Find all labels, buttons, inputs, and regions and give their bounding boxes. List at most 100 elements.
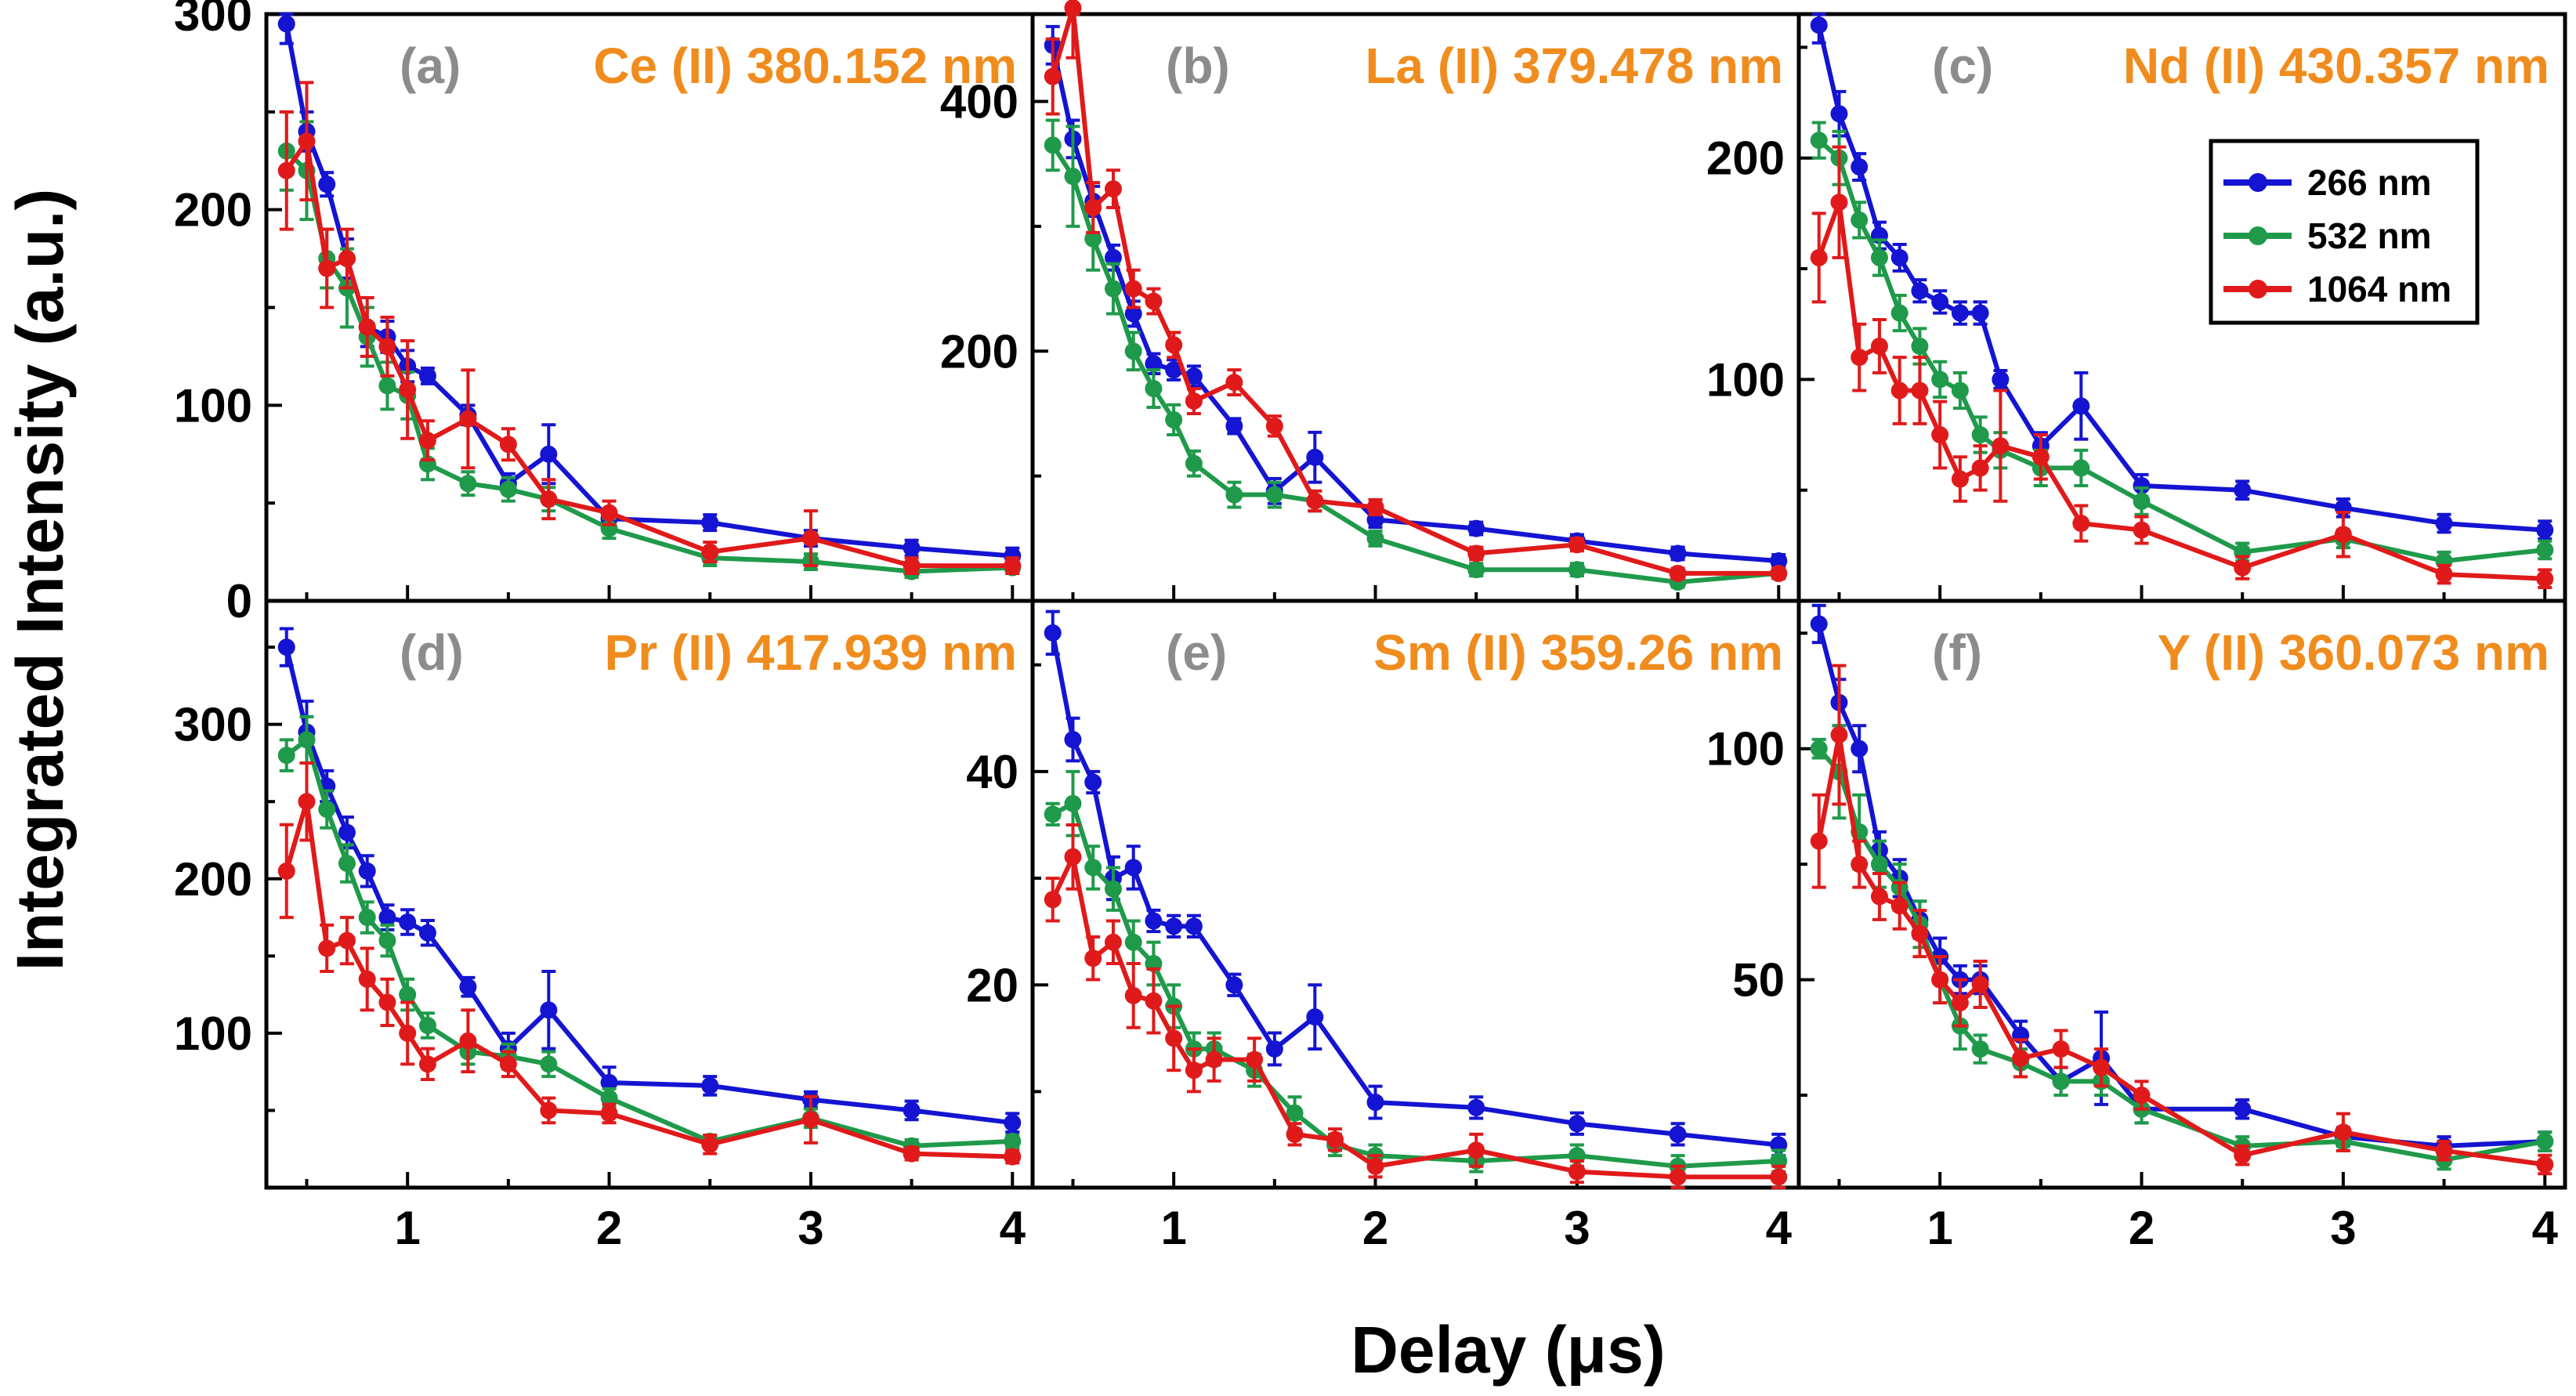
panel-letter-c: (c) <box>1932 38 1993 94</box>
series-1064-e <box>1044 823 1788 1189</box>
panel-letter-a: (a) <box>400 38 461 94</box>
data-point-266-e <box>1084 773 1102 791</box>
data-point-1064-c <box>2133 521 2151 539</box>
data-point-266-a <box>540 445 558 463</box>
panel-frame-b <box>1030 12 1801 603</box>
data-point-532-b <box>1225 486 1243 504</box>
panel-title-a: Ce (II) 380.152 nm <box>593 38 1017 94</box>
data-point-1064-d <box>1004 1148 1022 1166</box>
data-point-532-f <box>2052 1072 2070 1090</box>
data-point-1064-a <box>701 543 719 561</box>
data-point-266-e <box>1145 912 1163 930</box>
data-point-532-b <box>1044 136 1062 154</box>
x-tick-label-e: 3 <box>1564 1202 1590 1254</box>
panel-frame-a <box>264 12 1035 603</box>
series-1064-b <box>1044 0 1788 582</box>
data-point-532-c <box>1890 304 1908 322</box>
data-point-1064-c <box>1851 349 1869 367</box>
data-point-532-e <box>1104 880 1122 898</box>
data-point-266-e <box>1306 1008 1324 1026</box>
data-point-1064-f <box>2012 1049 2030 1067</box>
data-point-1064-f <box>1931 971 1949 989</box>
data-point-532-b <box>1104 280 1122 298</box>
data-point-266-e <box>1044 624 1062 642</box>
series-266-d <box>277 627 1022 1134</box>
data-point-1064-e <box>1669 1168 1687 1186</box>
data-point-1064-c <box>1870 337 1888 355</box>
legend-entry-1064: 1064 nm <box>2223 269 2451 309</box>
panel-a: 0 100 200 300 (a) Ce (II) 380.152 nm <box>174 0 1035 627</box>
data-point-266-b <box>1225 417 1243 435</box>
data-point-266-b <box>1124 305 1142 323</box>
data-point-266-c <box>1911 282 1929 300</box>
data-point-532-c <box>2072 459 2090 477</box>
data-point-1064-b <box>1145 292 1163 310</box>
data-point-1064-f <box>2234 1146 2252 1164</box>
legend-label-266: 266 nm <box>2307 162 2432 203</box>
data-point-266-d <box>701 1076 719 1094</box>
data-point-266-f <box>1851 740 1869 758</box>
data-point-1064-c <box>2234 559 2252 577</box>
series-line-1064-a <box>284 139 1013 569</box>
data-point-266-a <box>903 539 921 557</box>
y-tick-label-d: 200 <box>174 853 252 906</box>
data-point-532-e <box>1084 859 1102 877</box>
data-point-1064-e <box>1104 933 1122 951</box>
data-point-1064-b <box>1568 536 1586 554</box>
data-point-1064-f <box>1911 924 1929 942</box>
data-point-1064-a <box>378 338 396 356</box>
data-point-1064-f <box>1810 832 1828 850</box>
x-tick-label-f: 1 <box>1927 1202 1952 1254</box>
data-point-1064-f <box>2133 1087 2151 1105</box>
data-point-532-e <box>1044 805 1062 823</box>
data-point-1064-f <box>2334 1123 2352 1141</box>
y-tick-label-c: 100 <box>1706 353 1785 406</box>
data-point-532-b <box>1145 380 1163 398</box>
data-point-1064-d <box>378 993 396 1011</box>
data-point-266-d <box>277 638 295 656</box>
data-point-532-d <box>277 747 295 765</box>
data-point-1064-d <box>338 931 356 949</box>
series-line-266-f <box>1816 623 2545 1148</box>
data-point-532-c <box>2133 492 2151 510</box>
data-point-266-e <box>1669 1125 1687 1143</box>
data-point-532-e <box>1124 933 1142 951</box>
data-point-1064-a <box>499 436 517 454</box>
data-point-532-d <box>298 731 316 749</box>
data-point-1064-d <box>801 1111 819 1129</box>
data-point-1064-d <box>358 970 376 988</box>
data-point-532-e <box>1064 794 1082 812</box>
data-point-1064-e <box>1064 848 1082 866</box>
data-point-266-c <box>1971 304 1989 322</box>
data-point-1064-b <box>1064 0 1082 17</box>
data-point-266-c <box>1830 105 1848 123</box>
data-point-532-c <box>1911 337 1929 355</box>
data-point-266-d <box>399 913 417 931</box>
data-point-1064-f <box>1951 994 1969 1012</box>
data-point-266-e <box>1225 976 1243 994</box>
data-point-1064-a <box>418 432 436 450</box>
data-point-1064-c <box>1830 193 1848 212</box>
data-point-1064-d <box>459 1032 477 1050</box>
data-point-1064-c <box>1951 470 1969 488</box>
data-point-532-c <box>1810 132 1828 150</box>
data-point-1064-e <box>1044 891 1062 909</box>
data-point-1064-e <box>1568 1163 1586 1181</box>
y-tick-label-a: 0 <box>226 575 252 627</box>
data-point-1064-c <box>2435 566 2453 584</box>
data-point-266-c <box>2072 397 2090 415</box>
y-tick-label-d: 300 <box>174 699 252 751</box>
data-point-532-b <box>1064 168 1082 186</box>
series-line-266-e <box>1050 632 1779 1148</box>
x-tick-label-d: 2 <box>596 1202 622 1254</box>
data-point-532-a <box>459 475 477 493</box>
data-point-266-b <box>1467 519 1485 537</box>
data-point-1064-e <box>1246 1051 1264 1069</box>
data-point-1064-f <box>1971 975 1989 993</box>
y-tick-label-a: 200 <box>174 184 252 237</box>
data-point-1064-a <box>903 557 921 575</box>
data-point-532-d <box>338 855 356 873</box>
y-tick-label-c: 200 <box>1706 132 1785 185</box>
panel-e: 1 2 3 4 20 40 (e) Sm (II) 359.26 nm <box>966 599 1801 1254</box>
panels: 0 100 200 300 (a) Ce (II) 380.152 nm 200 400 (b)… <box>174 0 2567 1254</box>
